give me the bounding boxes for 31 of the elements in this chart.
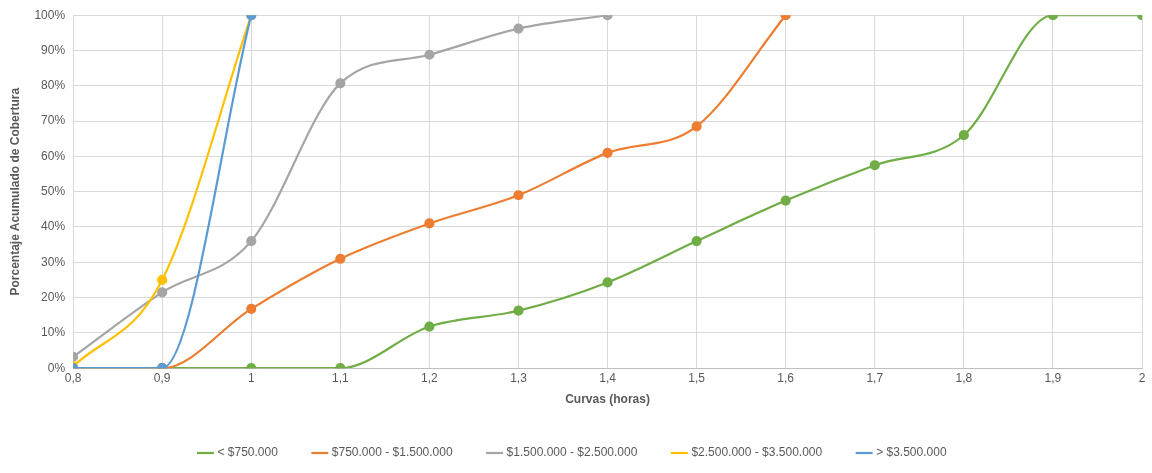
y-tick-label: 80% <box>41 78 66 93</box>
x-tick-label: 1,6 <box>777 370 795 385</box>
x-tick-label: 1,3 <box>510 370 528 385</box>
y-tick-label: 40% <box>41 219 66 234</box>
y-tick-label: 70% <box>41 113 66 128</box>
x-tick-label: 0,8 <box>64 370 82 385</box>
y-tick-label: 0% <box>47 360 66 375</box>
y-tick-label: 90% <box>41 42 66 57</box>
legend-label: > $3.500.000 <box>876 445 947 460</box>
legend-label: $750.000 - $1.500.000 <box>331 445 453 460</box>
x-tick-label: 1,4 <box>599 370 617 385</box>
y-axis-title: Porcentaje Acumulado de Cobertura <box>7 87 22 296</box>
x-tick-label: 0,9 <box>153 370 171 385</box>
legend-label: < $750.000 <box>217 445 279 460</box>
x-tick-label: 1,2 <box>421 370 439 385</box>
x-axis-title: Curvas (horas) <box>565 392 650 407</box>
x-tick-label: 1,8 <box>955 370 973 385</box>
y-tick-label: 100% <box>34 7 66 22</box>
x-tick-label: 1,5 <box>688 370 706 385</box>
y-tick-label: 10% <box>41 325 66 340</box>
x-tick-label: 1 <box>247 370 255 385</box>
x-tick-label: 1,9 <box>1044 370 1062 385</box>
x-tick-label: 1,1 <box>331 370 349 385</box>
legend-label: $1.500.000 - $2.500.000 <box>506 445 638 460</box>
y-tick-label: 30% <box>41 254 66 269</box>
y-tick-label: 60% <box>41 148 66 163</box>
y-tick-label: 20% <box>41 289 66 304</box>
legend-label: $2.500.000 - $3.500.000 <box>691 445 823 460</box>
x-tick-label: 2 <box>1138 370 1146 385</box>
y-tick-label: 50% <box>41 184 66 199</box>
x-tick-label: 1,7 <box>866 370 884 385</box>
